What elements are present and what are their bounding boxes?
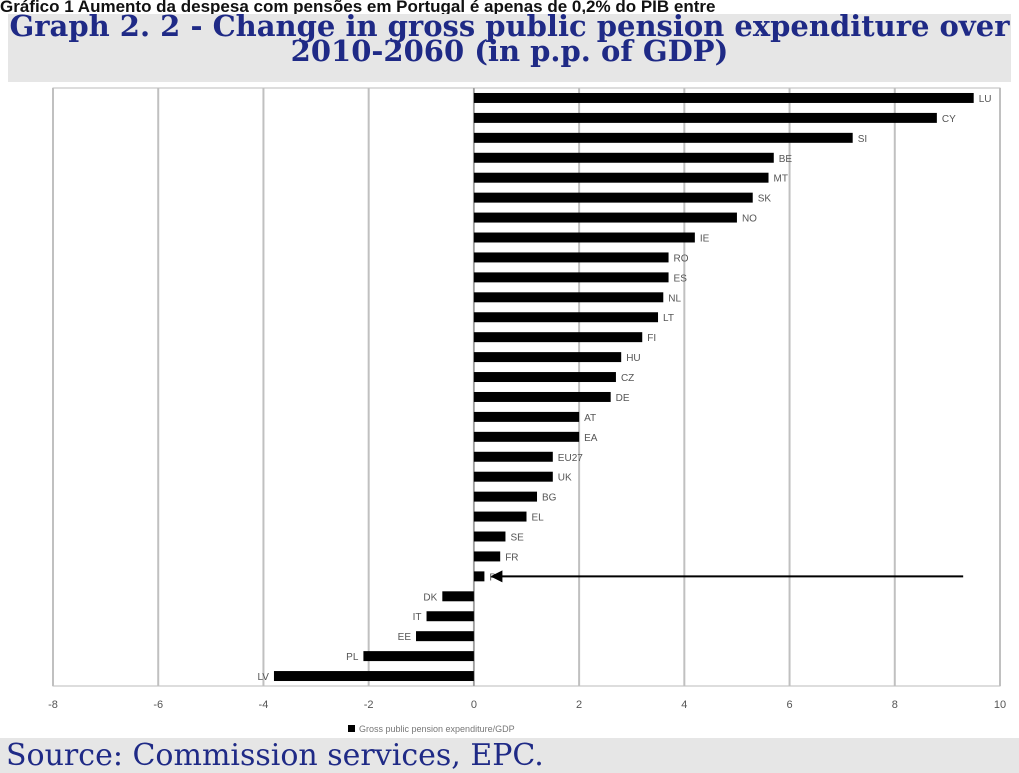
bar-no <box>473 212 737 223</box>
bar-label-nl: NL <box>668 293 681 304</box>
x-tick-label: -2 <box>364 699 374 711</box>
bars-layer <box>273 92 974 682</box>
x-tick-label: 0 <box>471 699 477 711</box>
bar-si <box>473 132 853 143</box>
bar-label-si: SI <box>858 134 867 145</box>
x-tick-label: 2 <box>576 699 582 711</box>
bar-label-be: BE <box>779 154 793 165</box>
bar-label-lv: LV <box>257 672 269 683</box>
legend-swatch <box>348 725 355 732</box>
bar-label-pl: PL <box>346 652 359 663</box>
bar-label-fi: FI <box>647 333 656 344</box>
bar-label-at: AT <box>584 413 596 424</box>
x-tick-label: 8 <box>892 699 898 711</box>
bar-label-lu: LU <box>979 94 992 105</box>
grid-layer <box>52 87 1001 687</box>
bar-label-hu: HU <box>626 353 640 364</box>
bar-hu <box>473 352 622 363</box>
x-tick-labels: -8 -6 -4 -2 0 2 4 6 8 10 <box>48 699 1006 711</box>
bar-label-it: IT <box>413 612 422 623</box>
x-tick-label: -6 <box>153 699 163 711</box>
bar-de <box>473 391 611 402</box>
bar-eu27 <box>473 451 553 462</box>
bar-label-lt: LT <box>663 313 674 324</box>
annotation-layer <box>490 570 964 583</box>
bar-lu <box>473 92 974 103</box>
bar-label-ee: EE <box>398 632 412 643</box>
bar-nl <box>473 292 664 303</box>
bar-label-se: SE <box>510 533 524 544</box>
bar-label-eu27: EU27 <box>558 453 583 464</box>
bar-be <box>473 152 774 163</box>
bar-label-ro: RO <box>674 253 689 264</box>
bar-cz <box>473 372 616 383</box>
bar-label-ea: EA <box>584 433 598 444</box>
bar-se <box>473 531 506 542</box>
bar-at <box>473 411 580 422</box>
bar-lv <box>273 671 474 682</box>
x-tick-label: 10 <box>994 699 1006 711</box>
title-background <box>8 14 1011 82</box>
bar-mt <box>473 172 769 183</box>
x-tick-label: 4 <box>681 699 687 711</box>
bar-es <box>473 272 669 283</box>
bar-lt <box>473 312 659 323</box>
bar-dk <box>442 591 474 602</box>
bar-ee <box>416 631 474 642</box>
bar-label-uk: UK <box>558 473 572 484</box>
bar-fi <box>473 332 643 343</box>
bar-label-de: DE <box>616 393 630 404</box>
chart-title: Graph 2. 2 - Change in gross public pens… <box>9 9 1010 68</box>
bar-label-sk: SK <box>758 194 772 205</box>
bar-label-el: EL <box>532 513 545 524</box>
bar-it <box>426 611 474 622</box>
bar-cy <box>473 112 937 123</box>
document-caption: Gráfico 1 Aumento da despesa com pensões… <box>0 0 716 16</box>
bar-ie <box>473 232 695 243</box>
bar-sk <box>473 192 753 203</box>
x-tick-label: 6 <box>786 699 792 711</box>
x-tick-label: -4 <box>259 699 269 711</box>
bar-label-dk: DK <box>423 592 437 603</box>
bar-label-no: NO <box>742 214 757 225</box>
x-tick-label: -8 <box>48 699 58 711</box>
bar-el <box>473 511 527 522</box>
source-note: Source: Commission services, EPC. <box>6 738 544 773</box>
bar-label-es: ES <box>674 273 688 284</box>
bar-uk <box>473 471 553 482</box>
legend: Gross public pension expenditure/GDP <box>348 724 515 734</box>
bar-label-bg: BG <box>542 493 557 504</box>
bar-label-cz: CZ <box>621 373 634 384</box>
legend-label: Gross public pension expenditure/GDP <box>359 724 515 734</box>
source-background <box>0 738 1019 773</box>
bar-label-ie: IE <box>700 234 710 245</box>
arrow-head <box>490 570 503 583</box>
bar-fr <box>473 551 501 562</box>
bar-label-fr: FR <box>505 552 518 563</box>
bar-label-cy: CY <box>942 114 956 125</box>
bar-pt <box>473 571 485 582</box>
bar-ea <box>473 431 580 442</box>
bar-label-mt: MT <box>774 174 788 185</box>
bar-pl <box>363 651 474 662</box>
bar-bg <box>473 491 538 502</box>
bar-ro <box>473 252 669 263</box>
